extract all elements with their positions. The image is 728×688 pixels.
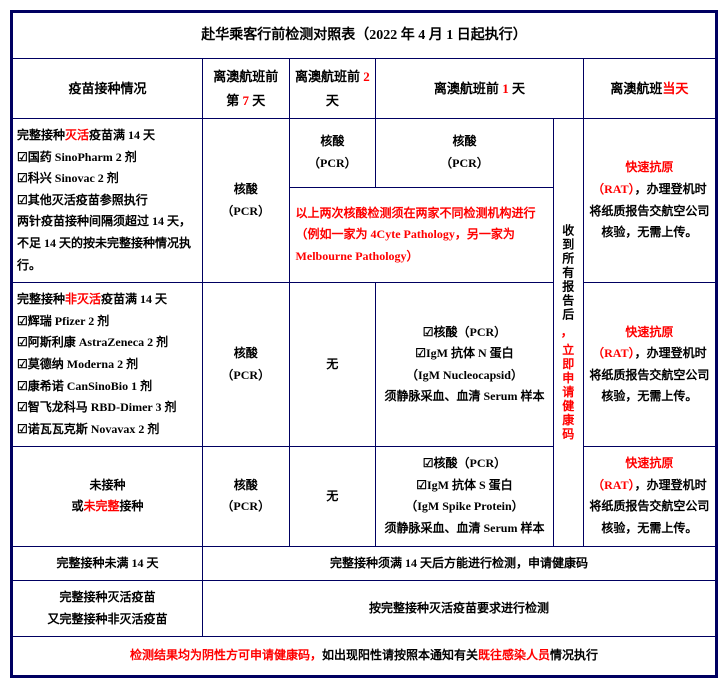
unvaccinated-day7: 核酸（PCR） bbox=[202, 447, 289, 546]
unvaccinated-day2: 无 bbox=[289, 447, 376, 546]
under14-instruction: 完整接种须满 14 天后方能进行检测，申请健康码 bbox=[202, 546, 716, 581]
header-day0: 离澳航班当天 bbox=[583, 59, 716, 119]
row-non-inactivated: 完整接种非灭活疫苗满 14 天 辉瑞 Pfizer 2 剂 阿斯利康 Astra… bbox=[12, 283, 717, 447]
header-row: 疫苗接种情况 离澳航班前第 7 天 离澳航班前 2 天 离澳航班前 1 天 离澳… bbox=[12, 59, 717, 119]
inactivated-day2: 核酸（PCR） bbox=[289, 118, 376, 187]
under14-label: 完整接种未满 14 天 bbox=[12, 546, 203, 581]
header-day7: 离澳航班前第 7 天 bbox=[202, 59, 289, 119]
inactivated-day0: 快速抗原 （RAT），办理登机时将纸质报告交航空公司核验，无需上传。 bbox=[583, 118, 716, 282]
unvaccinated-day0: 快速抗原 （RAT），办理登机时将纸质报告交航空公司核验，无需上传。 bbox=[583, 447, 716, 546]
two-lab-note: 以上两次核酸检测须在两家不同检测机构进行（例如一家为 4Cyte Patholo… bbox=[289, 187, 553, 282]
both-types-label: 完整接种灭活疫苗又完整接种非灭活疫苗 bbox=[12, 581, 203, 637]
title-row: 赴华乘客行前检测对照表（2022 年 4 月 1 日起执行） bbox=[12, 12, 717, 59]
row-unvaccinated: 未接种 或未完整接种 核酸（PCR） 无 核酸（PCR） IgM 抗体 S 蛋白… bbox=[12, 447, 717, 546]
non-inactivated-day1: 核酸（PCR） IgM 抗体 N 蛋白 （IgM Nucleocapsid） 须… bbox=[376, 283, 554, 447]
non-inactivated-day0: 快速抗原 （RAT），办理登机时将纸质报告交航空公司核验，无需上传。 bbox=[583, 283, 716, 447]
row-both-types: 完整接种灭活疫苗又完整接种非灭活疫苗 按完整接种灭活疫苗要求进行检测 bbox=[12, 581, 717, 637]
inactivated-label: 完整接种灭活疫苗满 14 天 国药 SinoPharm 2 剂 科兴 Sinov… bbox=[12, 118, 203, 282]
header-day2: 离澳航班前 2 天 bbox=[289, 59, 376, 119]
non-inactivated-label: 完整接种非灭活疫苗满 14 天 辉瑞 Pfizer 2 剂 阿斯利康 Astra… bbox=[12, 283, 203, 447]
header-day1: 离澳航班前 1 天 bbox=[376, 59, 584, 119]
inactivated-day7: 核酸（PCR） bbox=[202, 118, 289, 282]
non-inactivated-day2: 无 bbox=[289, 283, 376, 447]
testing-requirements-table: 赴华乘客行前检测对照表（2022 年 4 月 1 日起执行） 疫苗接种情况 离澳… bbox=[10, 10, 718, 678]
row-under14: 完整接种未满 14 天 完整接种须满 14 天后方能进行检测，申请健康码 bbox=[12, 546, 717, 581]
non-inactivated-day7: 核酸（PCR） bbox=[202, 283, 289, 447]
unvaccinated-day1: 核酸（PCR） IgM 抗体 S 蛋白 （IgM Spike Protein） … bbox=[376, 447, 554, 546]
both-types-instruction: 按完整接种灭活疫苗要求进行检测 bbox=[202, 581, 716, 637]
table-title: 赴华乘客行前检测对照表（2022 年 4 月 1 日起执行） bbox=[12, 12, 717, 59]
row-inactivated: 完整接种灭活疫苗满 14 天 国药 SinoPharm 2 剂 科兴 Sinov… bbox=[12, 118, 717, 187]
vertical-instruction: 收到所有报告后，立即申请健康码 bbox=[553, 118, 583, 546]
unvaccinated-label: 未接种 或未完整接种 bbox=[12, 447, 203, 546]
header-vaccine-status: 疫苗接种情况 bbox=[12, 59, 203, 119]
footer-row: 检测结果均为阴性方可申请健康码，如出现阳性请按照本通知有关既往感染人员情况执行 bbox=[12, 637, 717, 677]
inactivated-day1: 核酸（PCR） bbox=[376, 118, 554, 187]
footer-note: 检测结果均为阴性方可申请健康码，如出现阳性请按照本通知有关既往感染人员情况执行 bbox=[12, 637, 717, 677]
